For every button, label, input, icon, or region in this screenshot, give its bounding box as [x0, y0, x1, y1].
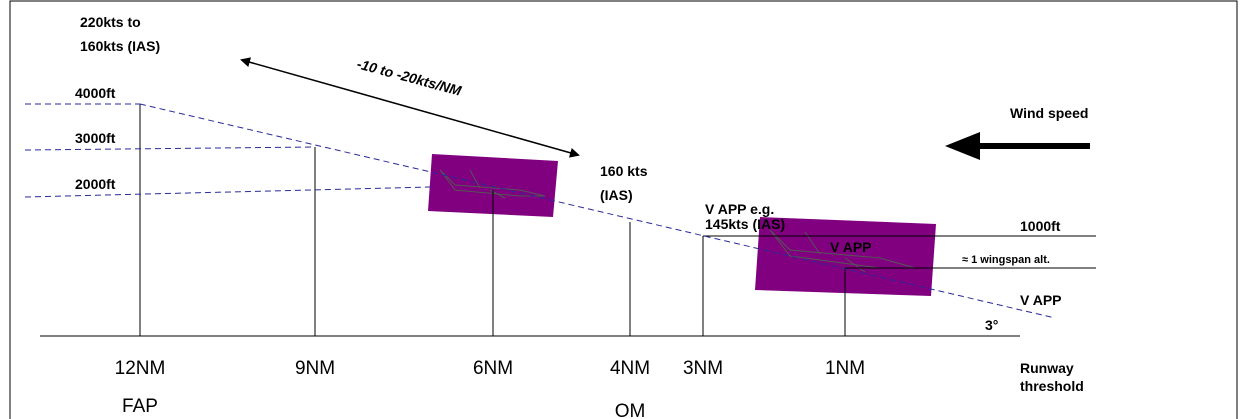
- speed-label: 220kts to: [80, 14, 141, 30]
- vapp-label: V APP: [830, 239, 872, 255]
- axis-lines: [40, 104, 1096, 337]
- speed-arrow: [240, 57, 580, 158]
- speed-label: 160kts (IAS): [80, 38, 160, 54]
- speed-label: 145kts (IAS): [705, 216, 785, 232]
- distance-label: 4NM: [610, 358, 650, 379]
- distance-label: 9NM: [295, 358, 335, 379]
- speed-label: (IAS): [600, 187, 633, 203]
- distance-label: 12NM: [115, 358, 166, 379]
- altitude-label: 2000ft: [75, 176, 116, 192]
- distance-label: 6NM: [473, 358, 513, 379]
- fix-label: FAP: [122, 396, 158, 417]
- speed-label: V APP e.g.: [705, 201, 774, 217]
- altitude-label: 3000ft: [75, 130, 116, 146]
- distance-label: 3NM: [683, 358, 723, 379]
- wind-label: Wind speed: [1010, 105, 1088, 121]
- wind-arrow: [945, 132, 1090, 160]
- wingspan-label: ≈ 1 wingspan alt.: [962, 254, 1050, 266]
- distance-label: 1NM: [825, 358, 865, 379]
- altitude-label: 4000ft: [75, 85, 116, 101]
- aircraft-box: [428, 154, 558, 217]
- speed-label: 160 kts: [600, 163, 648, 179]
- threshold-label: threshold: [1020, 378, 1084, 394]
- altitude-label: 1000ft: [1020, 218, 1061, 234]
- angle-label: 3°: [985, 317, 998, 333]
- threshold-label: Runway: [1020, 360, 1074, 376]
- rate-label: -10 to -20kts/NM: [355, 55, 463, 98]
- vapp-label: V APP: [1020, 292, 1062, 308]
- frame: [9, 0, 1238, 419]
- aircraft-box: [755, 217, 936, 296]
- fix-label: OM: [615, 401, 646, 419]
